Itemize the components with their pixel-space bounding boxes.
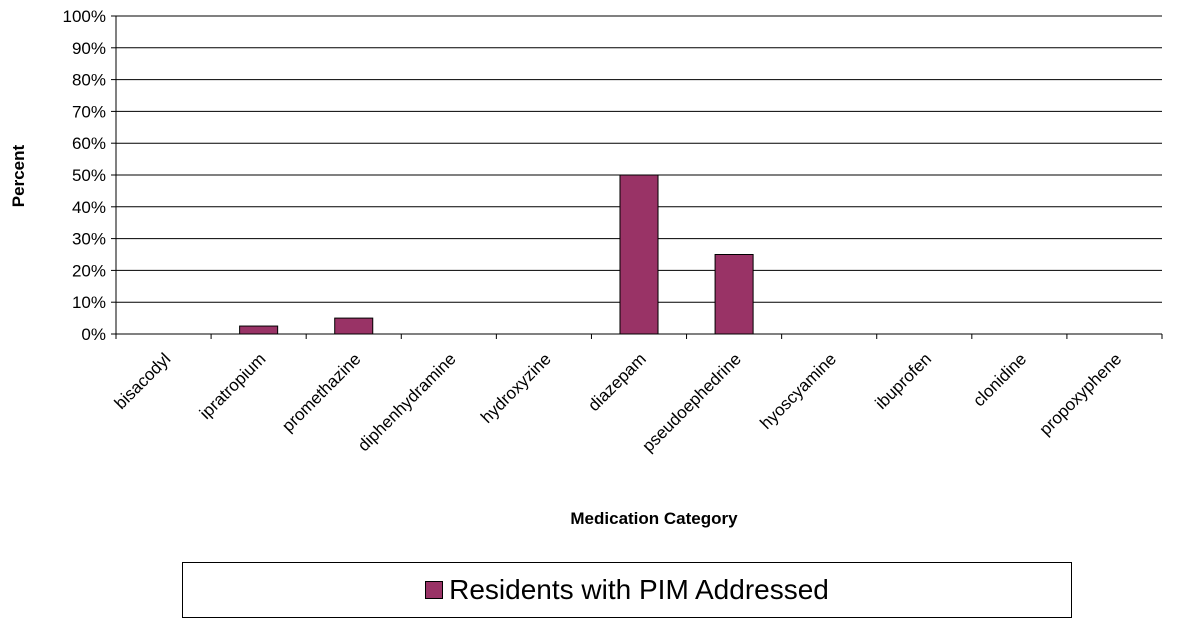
x-category-label: propoxyphene — [1036, 349, 1126, 439]
x-category-label: promethazine — [278, 349, 364, 435]
y-tick-label: 40% — [72, 198, 106, 217]
y-tick-label: 70% — [72, 102, 106, 121]
x-axis-title: Medication Category — [570, 509, 738, 528]
y-tick-label: 50% — [72, 166, 106, 185]
bar-diazepam — [619, 174, 659, 335]
y-tick-label: 90% — [72, 39, 106, 58]
x-category-label: diazepam — [584, 349, 650, 415]
y-tick-label: 10% — [72, 293, 106, 312]
y-tick-labels: 0% 10% 20% 30% 40% 50% 60% 70% 80% 90% 100% — [63, 7, 106, 344]
x-category-labels: bisacodyl ipratropium promethazinediphenhy… — [111, 349, 1125, 455]
bar-promethazine — [334, 317, 374, 335]
x-category-label: hydroxyzine — [477, 349, 555, 427]
legend-swatch — [425, 581, 444, 599]
bars — [239, 174, 754, 335]
bar-chart: 0% 10% 20% 30% 40% 50% 60% 70% 80% 90% 100% bisaco… — [9, 7, 1163, 528]
x-category-label: hyoscyamine — [756, 349, 840, 433]
y-tick-label: 20% — [72, 261, 106, 280]
x-category-label: clonidine — [969, 349, 1030, 410]
y-axis-title: Percent — [9, 144, 28, 207]
y-tick-label: 30% — [72, 230, 106, 249]
y-tick-label: 0% — [81, 325, 106, 344]
y-tick-label: 60% — [72, 134, 106, 153]
x-category-label: diphenhydramine — [354, 349, 460, 455]
x-category-label: bisacodyl — [111, 349, 175, 413]
legend-label: Residents with PIM Addressed — [449, 574, 829, 605]
x-category-label: ipratropium — [196, 349, 270, 423]
x-category-label: pseudoephedrine — [639, 349, 745, 455]
y-tick-label: 80% — [72, 71, 106, 90]
x-category-label: ibuprofen — [872, 349, 936, 413]
y-tick-label: 100% — [63, 7, 106, 26]
legend: Residents with PIM Addressed — [182, 562, 1072, 618]
bar-pseudoephedrine — [714, 254, 754, 335]
bar-ipratropium — [239, 325, 279, 335]
